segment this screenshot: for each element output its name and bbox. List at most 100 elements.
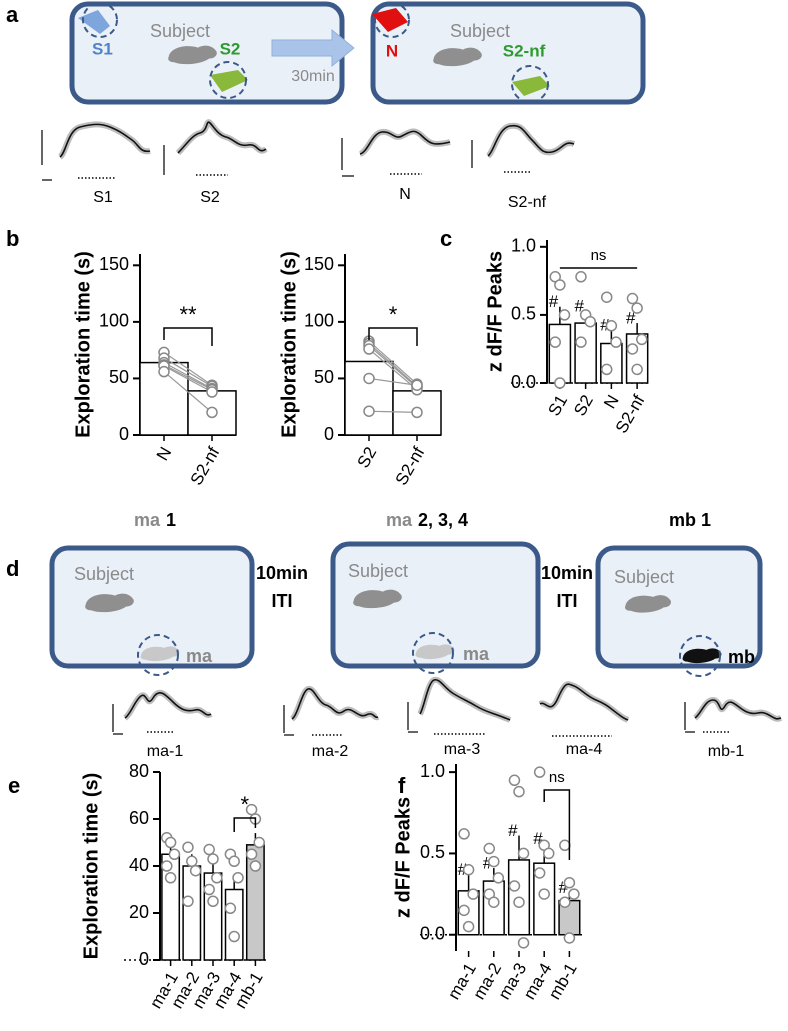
panel-label: b [6,226,19,251]
bar [224,888,244,961]
trace [471,122,576,173]
stimulus-icon [210,70,248,92]
x-tick-label: mb-1 [545,960,581,1003]
y-tick-label: 1.0 [511,236,536,256]
iti-time: 10min [541,563,593,583]
data-point [584,315,597,328]
data-point [164,836,177,849]
data-point [513,896,525,908]
data-point [605,320,618,332]
arena: Subject ma [49,545,255,676]
data-point [411,379,423,391]
panel-label: a [6,2,19,27]
trace [112,689,213,735]
data-point [559,896,571,908]
y-tick-label: 150 [99,254,129,274]
iti-time: 10min [256,563,308,583]
significance-bracket [543,789,571,860]
data-point [508,774,521,787]
data-point [568,888,580,900]
pair-line [163,364,213,391]
pair-line [368,342,418,387]
significance-mark: # [533,829,543,848]
trace [341,128,451,177]
data-point [631,363,643,376]
trace [163,119,268,176]
trace [41,121,151,181]
stimulus-label: mb [728,647,755,667]
arrow-label: 30min [291,68,335,85]
stimulus-icon [512,76,550,96]
data-point [563,932,576,944]
trace [538,681,630,737]
y-tick-label: 40 [129,855,149,875]
significance-mark: # [508,821,518,840]
y-tick-label: 0.5 [420,842,445,862]
significance-bracket [163,327,213,346]
trace-label: ma-2 [312,743,349,760]
data-point [245,848,258,860]
y-axis-label: Exploration time (s) [278,251,300,438]
stimulus-label: S2 [220,39,241,58]
stimulus-icon [78,10,110,34]
data-point [224,902,237,915]
y-tick-label: 0 [119,424,129,444]
data-point [492,872,505,884]
data-point [488,855,500,868]
x-tick-label: S2-nf [187,444,224,489]
session-number: 2, 3, 4 [418,510,468,530]
data-point [207,853,219,865]
data-point [411,406,423,419]
arena: Subject ma [330,541,541,674]
stimulus-label: ma [186,646,213,666]
y-tick-label: 0 [139,949,149,969]
data-point [189,864,202,877]
trace-label: S2-nf [508,194,547,211]
arena: N Subject S2-nf [370,1,646,105]
data-point [467,888,479,900]
y-tick-label: 1.0 [420,761,445,781]
y-axis-label: z dF/F Peaks [392,797,414,918]
trace-label: S1 [93,189,113,206]
data-point [513,785,525,798]
data-point [508,880,521,892]
data-point [483,842,496,855]
pair-line [368,377,418,386]
y-tick-label: 50 [109,367,129,387]
y-axis-label: z dF/F Peaks [484,251,506,372]
significance-mark: # [558,878,568,897]
trace-label: ma-1 [147,743,184,760]
arena: Subject mb [595,545,763,677]
data-point [249,860,262,872]
significance-mark: # [549,292,559,311]
bar [600,342,623,384]
trace-label: ma-4 [566,741,603,758]
significance-mark: # [458,860,468,879]
panel-label: d [6,556,19,581]
bar [574,322,597,384]
data-point [559,839,571,852]
y-tick-label: 150 [304,254,334,274]
data-point [363,343,375,355]
y-tick-label: 20 [129,902,149,922]
data-point [600,291,613,303]
data-point [363,372,375,385]
x-tick-label: N [153,444,176,464]
y-tick-label: 100 [99,311,129,331]
pair-line [368,348,418,391]
data-point [600,363,613,376]
y-axis-label: Exploration time (s) [80,773,102,960]
data-point [207,895,219,907]
session-title: mb 1 [669,510,711,530]
data-point [206,406,218,419]
data-point [203,843,215,856]
bar [548,323,572,384]
data-point [626,292,639,305]
y-tick-label: 0 [324,424,334,444]
x-tick-label: N [600,392,623,412]
iti-label: ITI [272,591,293,611]
significance-mark: # [600,315,610,334]
trace-label: mb-1 [708,743,745,760]
data-point [186,855,198,868]
